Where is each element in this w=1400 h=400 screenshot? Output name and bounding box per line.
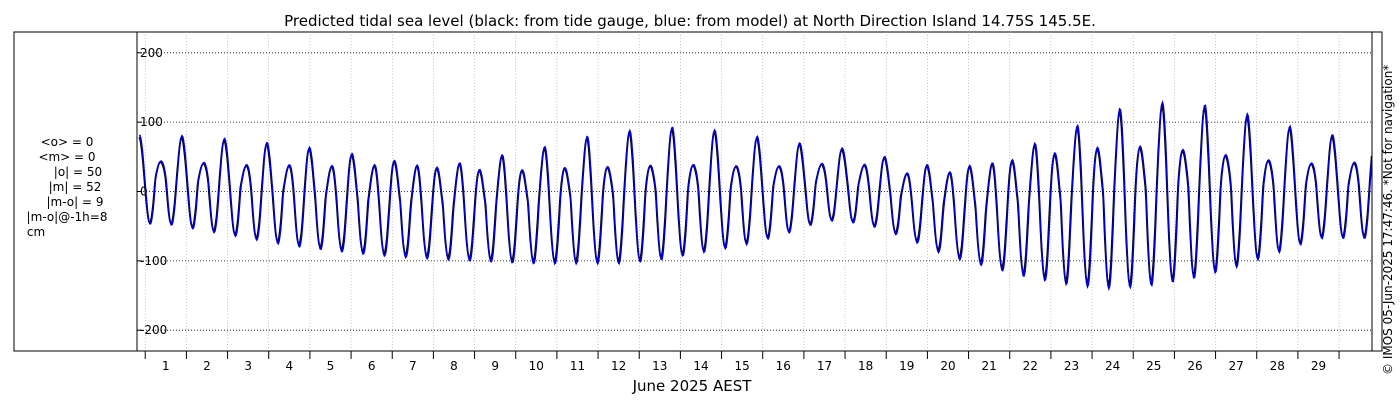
y-tick-label: -200 (140, 323, 167, 337)
stat-line: |o| = 50 (54, 165, 102, 179)
x-tick-label: 22 (1023, 359, 1038, 373)
y-tick-label: 100 (140, 115, 163, 129)
x-tick-label: 15 (735, 359, 750, 373)
y-axis-ticks: 200 100 0 -100 -200 (137, 46, 167, 337)
x-tick-label: 17 (817, 359, 832, 373)
x-tick-label: 13 (652, 359, 667, 373)
x-tick-label: 20 (940, 359, 955, 373)
x-tick-label: 6 (368, 359, 376, 373)
grid-lines (137, 32, 1372, 351)
x-tick-label: 11 (570, 359, 585, 373)
stat-line: |m-o| = 9 (47, 195, 104, 209)
x-tick-label: 2 (203, 359, 211, 373)
stat-line: <m> = 0 (38, 150, 95, 164)
plot-area-frame (136, 31, 1373, 352)
x-tick-label: 8 (450, 359, 458, 373)
stat-line: |m-o|@-1h=8 (27, 210, 108, 224)
x-tick-label: 21 (982, 359, 997, 373)
x-tick-label: 23 (1064, 359, 1079, 373)
x-tick-label: 24 (1105, 359, 1120, 373)
series-line-tide-gauge (138, 104, 1373, 286)
x-tick-label: 27 (1229, 359, 1244, 373)
series-layer (138, 99, 1373, 292)
x-tick-label: 19 (899, 359, 914, 373)
x-tick-label: 26 (1187, 359, 1202, 373)
y-tick-label: 0 (140, 185, 148, 199)
x-tick-label: 5 (327, 359, 335, 373)
stat-line: |m| = 52 (49, 180, 102, 194)
x-tick-label: 14 (693, 359, 708, 373)
x-tick-label: 7 (409, 359, 417, 373)
y-tick-label: -100 (140, 254, 167, 268)
y-tick-label: 200 (140, 46, 163, 60)
stat-line: <o> = 0 (41, 135, 94, 149)
x-tick-label: 16 (776, 359, 791, 373)
stat-line: cm (27, 225, 45, 239)
x-tick-label: 3 (244, 359, 252, 373)
x-tick-label: 4 (285, 359, 293, 373)
x-axis-label: June 2025 AEST (632, 377, 753, 395)
credit-text: © IMOS 05-Jun-2025 17:47:46. *Not for na… (1381, 65, 1395, 375)
x-tick-label: 28 (1270, 359, 1285, 373)
chart-title: Predicted tidal sea level (black: from t… (284, 12, 1096, 30)
x-tick-label: 12 (611, 359, 626, 373)
x-tick-label: 9 (491, 359, 499, 373)
series-line-model (138, 99, 1373, 292)
x-axis-ticks: 1 2 3 4 5 6 7 8 9 10 11 12 13 14 15 16 17 18 19 20 21 22 23 24 2… (144, 351, 1340, 373)
x-tick-label: 1 (162, 359, 170, 373)
x-tick-label: 10 (529, 359, 544, 373)
x-tick-label: 18 (858, 359, 873, 373)
x-tick-label: 29 (1311, 359, 1326, 373)
stats-panel: <o> = 0<m> = 0|o| = 50|m| = 52|m-o| = 9|… (27, 135, 108, 239)
x-tick-label: 25 (1146, 359, 1161, 373)
